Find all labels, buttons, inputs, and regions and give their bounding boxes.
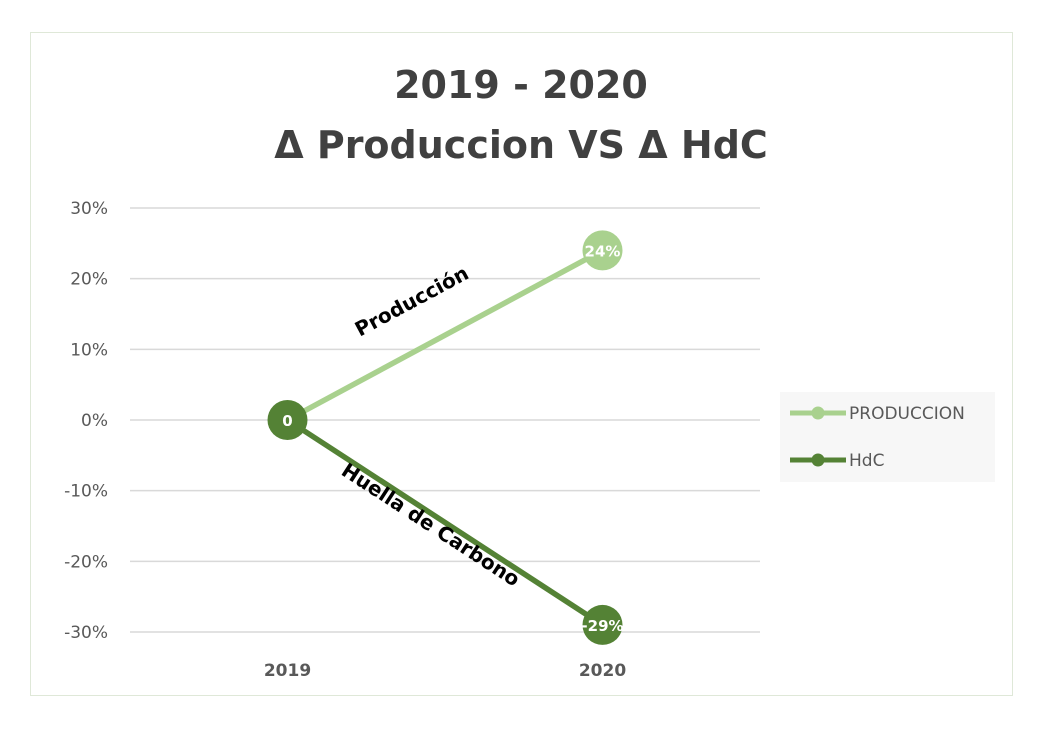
y-tick-label: -30% [64,623,108,643]
y-tick-label: 10% [70,340,108,360]
y-tick-label: 30% [70,199,108,219]
y-tick-label: -10% [64,482,108,502]
series-lines [286,247,604,628]
data-point-marker [582,604,623,645]
series-line-hdc [286,417,604,628]
data-label: 24% [585,242,621,260]
data-point-marker [582,230,623,271]
x-axis-categories: 2019 2020 [264,661,626,681]
series-annotation: Huella de Carbono [337,458,524,591]
chart-title-line-2: Δ Produccion VS Δ HdC [274,123,768,167]
series-line-produccion [286,247,604,423]
chart-frame [30,32,1013,696]
data-label: 0 [282,412,292,430]
y-tick-label: -20% [64,552,108,572]
data-point-marker [267,400,308,440]
x-category-label: 2020 [579,661,626,681]
legend: PRODUCCION HdC [780,392,995,482]
legend-marker [811,453,825,467]
y-axis-ticks: 30% 20% 10% 0% -10% -20% -30% [64,199,108,643]
y-tick-label: 20% [70,270,108,290]
gridlines [130,207,760,633]
legend-label: HdC [849,451,884,471]
legend-marker [811,406,825,420]
chart-title-line-1: 2019 - 2020 [394,63,648,107]
series-markers: 24% 0 -29% [267,230,624,645]
x-category-label: 2019 [264,661,311,681]
y-tick-label: 0% [81,411,108,431]
legend-label: PRODUCCION [849,404,965,424]
data-label: -29% [581,617,623,635]
